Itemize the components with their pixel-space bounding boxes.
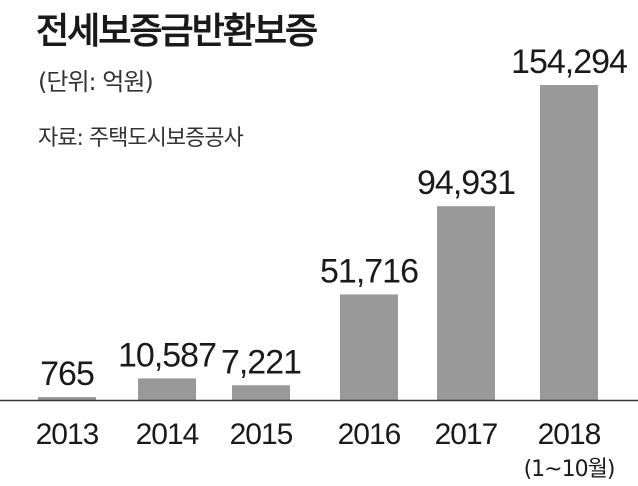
tick-label-2018: 2018	[538, 418, 601, 451]
value-label-2013: 765	[40, 355, 94, 393]
value-label-2017: 94,931	[417, 164, 515, 202]
tick-label-2013: 2013	[36, 418, 99, 451]
value-label-2014: 10,587	[118, 336, 216, 374]
unit-label: (단위: 억원)	[38, 68, 154, 96]
bar-2016	[340, 294, 398, 400]
chart-title: 전세보증금반환보증	[36, 11, 318, 52]
tick-label-2017: 2017	[435, 418, 498, 451]
tick-label-2015: 2015	[230, 418, 293, 451]
bar-2014	[138, 378, 196, 400]
tick-label-2014: 2014	[136, 418, 199, 451]
bar-2018	[540, 85, 598, 400]
value-label-2018: 154,294	[511, 43, 627, 81]
bar-2015	[232, 385, 290, 400]
bar-2017	[437, 206, 495, 400]
value-label-2015: 7,221	[221, 343, 301, 381]
tick-note-2018: (1~10월)	[524, 457, 615, 482]
source-label: 자료: 주택도시보증공사	[38, 126, 244, 151]
bar-2013	[38, 397, 96, 400]
tick-label-2016: 2016	[338, 418, 401, 451]
value-label-2016: 51,716	[320, 252, 418, 290]
